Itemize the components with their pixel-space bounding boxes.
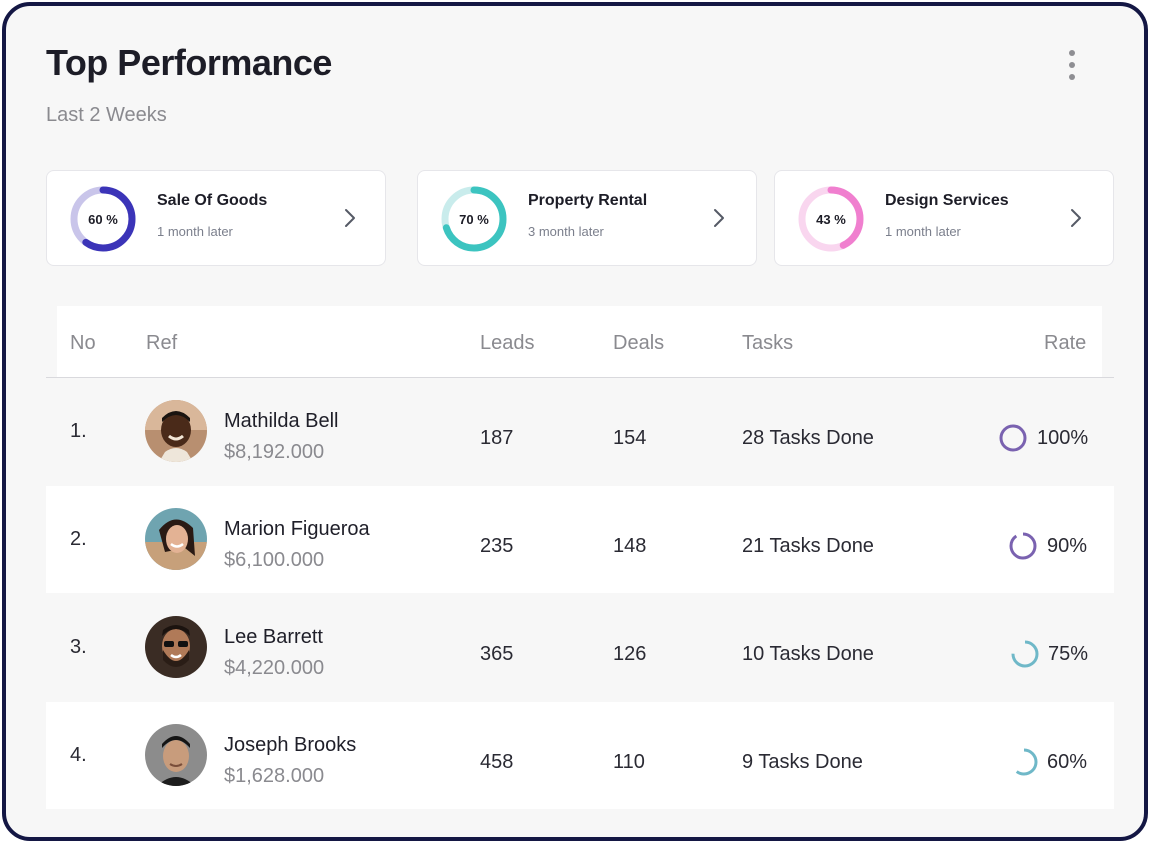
column-header-no: No bbox=[70, 332, 96, 354]
rate-value: 60% bbox=[1047, 751, 1088, 773]
tasks-value: 9 Tasks Done bbox=[742, 751, 863, 773]
deals-value: 148 bbox=[613, 535, 647, 557]
column-header-tasks: Tasks bbox=[742, 332, 794, 354]
table-row[interactable]: 4. Joseph Brooks $1,628.000 458 110 9 Ta… bbox=[46, 702, 1114, 809]
menu-dot bbox=[1069, 50, 1075, 56]
person-amount: $4,220.000 bbox=[224, 657, 325, 679]
deals-value: 126 bbox=[613, 643, 647, 665]
table-row[interactable]: 1. Mathilda Bell $8,192.000 187 154 28 T… bbox=[46, 378, 1114, 485]
row-number: 1. bbox=[70, 420, 87, 442]
card-title: Design Services bbox=[885, 192, 1009, 209]
person-amount: $1,628.000 bbox=[224, 765, 325, 787]
person-amount: $6,100.000 bbox=[224, 549, 325, 571]
donut-percent-label: 70 % bbox=[459, 212, 489, 227]
row-number: 2. bbox=[70, 528, 87, 550]
row-number: 4. bbox=[70, 744, 87, 766]
menu-dot bbox=[1069, 74, 1075, 80]
person-name: Lee Barrett bbox=[224, 626, 323, 648]
rate-value: 90% bbox=[1047, 535, 1088, 557]
leads-value: 458 bbox=[480, 751, 514, 773]
avatar bbox=[145, 508, 207, 570]
tasks-value: 28 Tasks Done bbox=[742, 427, 874, 449]
leads-value: 365 bbox=[480, 643, 514, 665]
card-title: Sale Of Goods bbox=[157, 192, 268, 209]
leads-value: 235 bbox=[480, 535, 514, 557]
deals-value: 154 bbox=[613, 427, 647, 449]
card-subtitle: 3 month later bbox=[528, 224, 604, 239]
progress-donut: 43 % bbox=[798, 186, 864, 252]
card-sale-of-goods[interactable]: 60 % Sale Of Goods 1 month later bbox=[46, 170, 386, 266]
rate-value: 100% bbox=[1037, 427, 1089, 449]
rate-progress-ring bbox=[1010, 748, 1038, 776]
menu-dot bbox=[1069, 62, 1075, 68]
progress-donut: 70 % bbox=[441, 186, 507, 252]
chevron-right-icon[interactable] bbox=[1069, 207, 1083, 229]
column-header-deals: Deals bbox=[613, 332, 665, 354]
rate-value: 75% bbox=[1048, 643, 1089, 665]
person-name: Joseph Brooks bbox=[224, 734, 357, 756]
table-header-divider bbox=[46, 377, 1114, 378]
chevron-right-icon[interactable] bbox=[343, 207, 357, 229]
page-title: Top Performance bbox=[46, 42, 332, 83]
table-header bbox=[57, 306, 1102, 378]
column-header-leads: Leads bbox=[480, 332, 535, 354]
table-row[interactable]: 3. Lee Barrett $4,220.000 365 126 10 Tas… bbox=[46, 594, 1114, 701]
page-subtitle: Last 2 Weeks bbox=[46, 104, 167, 126]
rate-progress-ring bbox=[999, 424, 1027, 452]
avatar bbox=[145, 616, 207, 678]
rate-progress-ring bbox=[1011, 640, 1039, 668]
donut-percent-label: 60 % bbox=[88, 212, 118, 227]
chevron-right-icon[interactable] bbox=[712, 207, 726, 229]
card-subtitle: 1 month later bbox=[157, 224, 233, 239]
card-title: Property Rental bbox=[528, 192, 648, 209]
tasks-value: 21 Tasks Done bbox=[742, 535, 874, 557]
avatar bbox=[145, 400, 207, 462]
card-property-rental[interactable]: 70 % Property Rental 3 month later bbox=[417, 170, 757, 266]
row-number: 3. bbox=[70, 636, 87, 658]
deals-value: 110 bbox=[613, 751, 645, 773]
column-header-rate: Rate bbox=[1044, 332, 1087, 354]
tasks-value: 10 Tasks Done bbox=[742, 643, 874, 665]
donut-percent-label: 43 % bbox=[816, 212, 846, 227]
column-header-ref: Ref bbox=[146, 332, 178, 354]
progress-donut: 60 % bbox=[70, 186, 136, 252]
person-name: Marion Figueroa bbox=[224, 518, 370, 540]
rate-progress-ring bbox=[1009, 532, 1037, 560]
avatar bbox=[145, 724, 207, 786]
leads-value: 187 bbox=[480, 427, 514, 449]
card-design-services[interactable]: 43 % Design Services 1 month later bbox=[774, 170, 1114, 266]
table-row[interactable]: 2. Marion Figueroa $6,100.000 235 148 21… bbox=[46, 486, 1114, 593]
more-vertical-icon[interactable] bbox=[1062, 50, 1082, 80]
person-name: Mathilda Bell bbox=[224, 410, 339, 432]
person-amount: $8,192.000 bbox=[224, 441, 325, 463]
card-subtitle: 1 month later bbox=[885, 224, 961, 239]
